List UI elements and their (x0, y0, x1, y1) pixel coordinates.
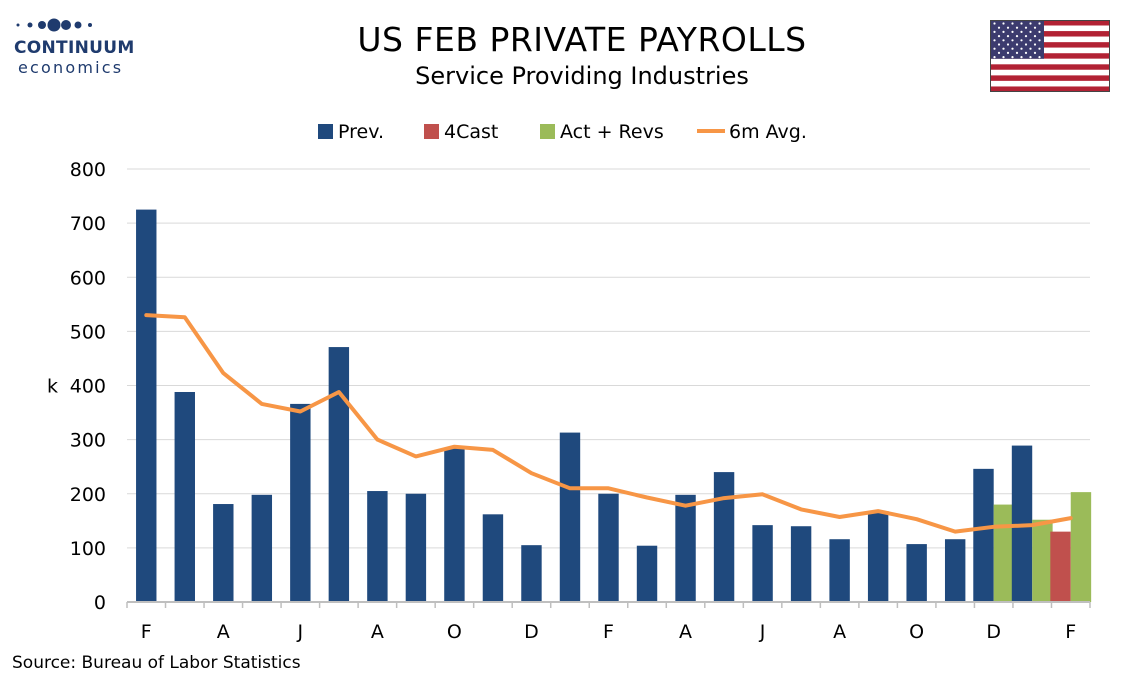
logo-name: CONTINUUM (14, 38, 135, 58)
chart-subtitle: Service Providing Industries (415, 62, 749, 90)
x-tick-label: F (1065, 621, 1076, 643)
x-tick-label: A (833, 621, 846, 643)
y-axis-label: k (47, 376, 58, 398)
bar-act-revs (993, 504, 1015, 602)
avg-line (144, 313, 1073, 534)
y-tick-label: 800 (70, 159, 106, 181)
x-tick-label: F (603, 621, 614, 643)
logo-dot (16, 23, 20, 27)
bar-prev (444, 447, 465, 602)
logo-dot (74, 21, 82, 29)
logo-dot (47, 18, 61, 32)
bar-prev (559, 432, 581, 602)
bar-prev (521, 545, 542, 602)
avg-line-series (144, 313, 1073, 534)
x-tick-label: O (909, 621, 924, 643)
x-tick-label: A (679, 621, 692, 643)
bar-prev (482, 514, 504, 602)
legend-label: 6m Avg. (729, 121, 807, 143)
gridlines (127, 168, 1090, 549)
bar-prev (328, 347, 350, 602)
logo-dot (27, 22, 33, 28)
legend-swatch (424, 124, 439, 139)
bar-prev (944, 539, 966, 602)
bar-prev (973, 468, 994, 602)
logo-dots-icon (16, 18, 92, 32)
logo: CONTINUUM economics (14, 14, 134, 77)
y-tick-label: 200 (70, 484, 106, 506)
bar-act-revs (1070, 492, 1092, 602)
bar-prev (213, 504, 234, 602)
x-tick-label: J (297, 621, 304, 643)
bar-4cast (1050, 531, 1071, 602)
logo-subtitle: economics (18, 58, 124, 77)
source-note: Source: Bureau of Labor Statistics (12, 653, 301, 673)
chart-title: US FEB PRIVATE PAYROLLS (357, 20, 807, 59)
x-tick-label: F (141, 621, 152, 643)
logo-dot (38, 21, 46, 29)
legend-swatch (540, 124, 555, 139)
bar-prev (752, 525, 773, 602)
y-tick-label: 700 (70, 213, 106, 235)
bar-prev (829, 539, 850, 602)
bar-prev (405, 493, 427, 602)
legend-label: Prev. (338, 121, 384, 143)
x-tick-label: O (447, 621, 462, 643)
legend-label: 4Cast (444, 121, 498, 143)
bar-prev (675, 494, 696, 602)
bar-prev (290, 403, 311, 602)
bars (136, 209, 1092, 602)
x-tick-label: D (524, 621, 539, 643)
bar-prev (636, 545, 658, 602)
bar-prev (906, 544, 927, 602)
y-tick-label: 400 (70, 376, 106, 398)
bar-prev (790, 526, 812, 602)
y-tick-label: 500 (70, 321, 106, 343)
y-tick-label: 100 (70, 538, 106, 560)
bar-prev (367, 491, 388, 602)
legend: Prev. 4Cast Act + Revs 6m Avg. (318, 121, 807, 143)
bar-prev (713, 472, 735, 602)
y-axis: 0 100 200 300 400 500 600 700 800 k (47, 159, 106, 614)
y-tick-label: 300 (70, 430, 106, 452)
x-tick-label: J (759, 621, 766, 643)
legend-label: Act + Revs (560, 121, 664, 143)
logo-dot (88, 23, 92, 27)
x-tick-label: A (217, 621, 230, 643)
y-tick-label: 600 (70, 267, 106, 289)
payrolls-chart: Prev. 4Cast Act + Revs 6m Avg. 0 100 200 300 40… (47, 121, 1092, 643)
bar-prev (136, 209, 157, 602)
x-tick-label: D (986, 621, 1001, 643)
bar-prev (598, 493, 619, 602)
legend-swatch (318, 124, 333, 139)
bar-act-revs (1032, 519, 1053, 602)
us-flag-icon (990, 20, 1110, 92)
bar-prev (251, 494, 273, 602)
bar-prev (174, 391, 195, 602)
logo-dot (61, 20, 71, 30)
y-tick-label: 0 (94, 592, 106, 614)
x-tick-label: A (371, 621, 384, 643)
bar-prev (867, 511, 889, 602)
